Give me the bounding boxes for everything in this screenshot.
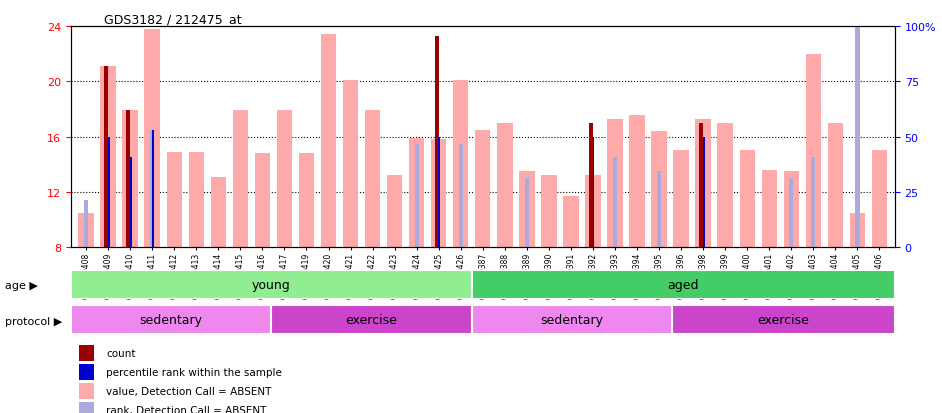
- Bar: [150, 131, 154, 248]
- Bar: [563, 197, 578, 248]
- Bar: [472, 271, 895, 299]
- Bar: [805, 55, 821, 248]
- Bar: [855, 13, 859, 248]
- Bar: [152, 131, 154, 248]
- Text: rank, Detection Call = ABSENT: rank, Detection Call = ABSENT: [106, 405, 267, 413]
- Bar: [739, 151, 755, 248]
- Bar: [71, 306, 271, 335]
- Bar: [108, 137, 109, 248]
- Bar: [79, 384, 93, 399]
- Bar: [71, 271, 472, 299]
- Bar: [828, 123, 843, 248]
- Bar: [79, 402, 93, 413]
- Bar: [761, 171, 777, 248]
- Bar: [79, 346, 93, 361]
- Bar: [122, 111, 138, 248]
- Bar: [657, 172, 661, 248]
- Bar: [188, 152, 204, 248]
- Bar: [431, 140, 447, 248]
- Bar: [101, 67, 116, 248]
- Bar: [784, 172, 799, 248]
- Text: percentile rank within the sample: percentile rank within the sample: [106, 367, 282, 377]
- Bar: [703, 137, 705, 248]
- Bar: [608, 119, 623, 248]
- Bar: [629, 115, 644, 248]
- Bar: [585, 176, 601, 248]
- Bar: [459, 144, 463, 248]
- Bar: [321, 35, 336, 248]
- Bar: [472, 306, 673, 335]
- Text: protocol ▶: protocol ▶: [5, 316, 62, 326]
- Bar: [695, 119, 711, 248]
- Bar: [126, 111, 130, 248]
- Bar: [673, 306, 895, 335]
- Bar: [211, 177, 226, 248]
- Bar: [254, 154, 270, 248]
- Bar: [365, 111, 381, 248]
- Bar: [519, 172, 534, 248]
- Bar: [811, 158, 816, 248]
- Bar: [453, 81, 468, 248]
- Bar: [130, 158, 132, 248]
- Bar: [343, 81, 358, 248]
- Bar: [414, 144, 419, 248]
- Text: count: count: [106, 348, 136, 358]
- Bar: [79, 365, 93, 380]
- Bar: [718, 123, 733, 248]
- Text: GDS3182 / 212475_at: GDS3182 / 212475_at: [104, 13, 241, 26]
- Bar: [84, 201, 89, 248]
- Bar: [409, 139, 425, 248]
- Bar: [651, 132, 667, 248]
- Text: exercise: exercise: [757, 313, 809, 327]
- Bar: [541, 176, 557, 248]
- Bar: [105, 67, 108, 248]
- Bar: [497, 123, 512, 248]
- Text: sedentary: sedentary: [139, 313, 203, 327]
- Bar: [233, 111, 248, 248]
- Bar: [789, 179, 793, 248]
- Text: aged: aged: [668, 278, 699, 292]
- Bar: [144, 30, 160, 248]
- Bar: [613, 158, 617, 248]
- Bar: [435, 36, 439, 248]
- Bar: [593, 137, 594, 248]
- Text: young: young: [252, 278, 290, 292]
- Bar: [78, 213, 94, 248]
- Bar: [387, 176, 402, 248]
- Text: value, Detection Call = ABSENT: value, Detection Call = ABSENT: [106, 386, 271, 396]
- Bar: [700, 123, 703, 248]
- Bar: [277, 111, 292, 248]
- Text: exercise: exercise: [346, 313, 398, 327]
- Bar: [271, 306, 472, 335]
- Bar: [850, 213, 865, 248]
- Text: sedentary: sedentary: [541, 313, 604, 327]
- Bar: [871, 151, 887, 248]
- Bar: [299, 154, 315, 248]
- Bar: [167, 152, 182, 248]
- Bar: [590, 123, 593, 248]
- Bar: [525, 179, 529, 248]
- Bar: [674, 151, 689, 248]
- Bar: [475, 131, 491, 248]
- Bar: [438, 137, 440, 248]
- Text: age ▶: age ▶: [5, 281, 38, 291]
